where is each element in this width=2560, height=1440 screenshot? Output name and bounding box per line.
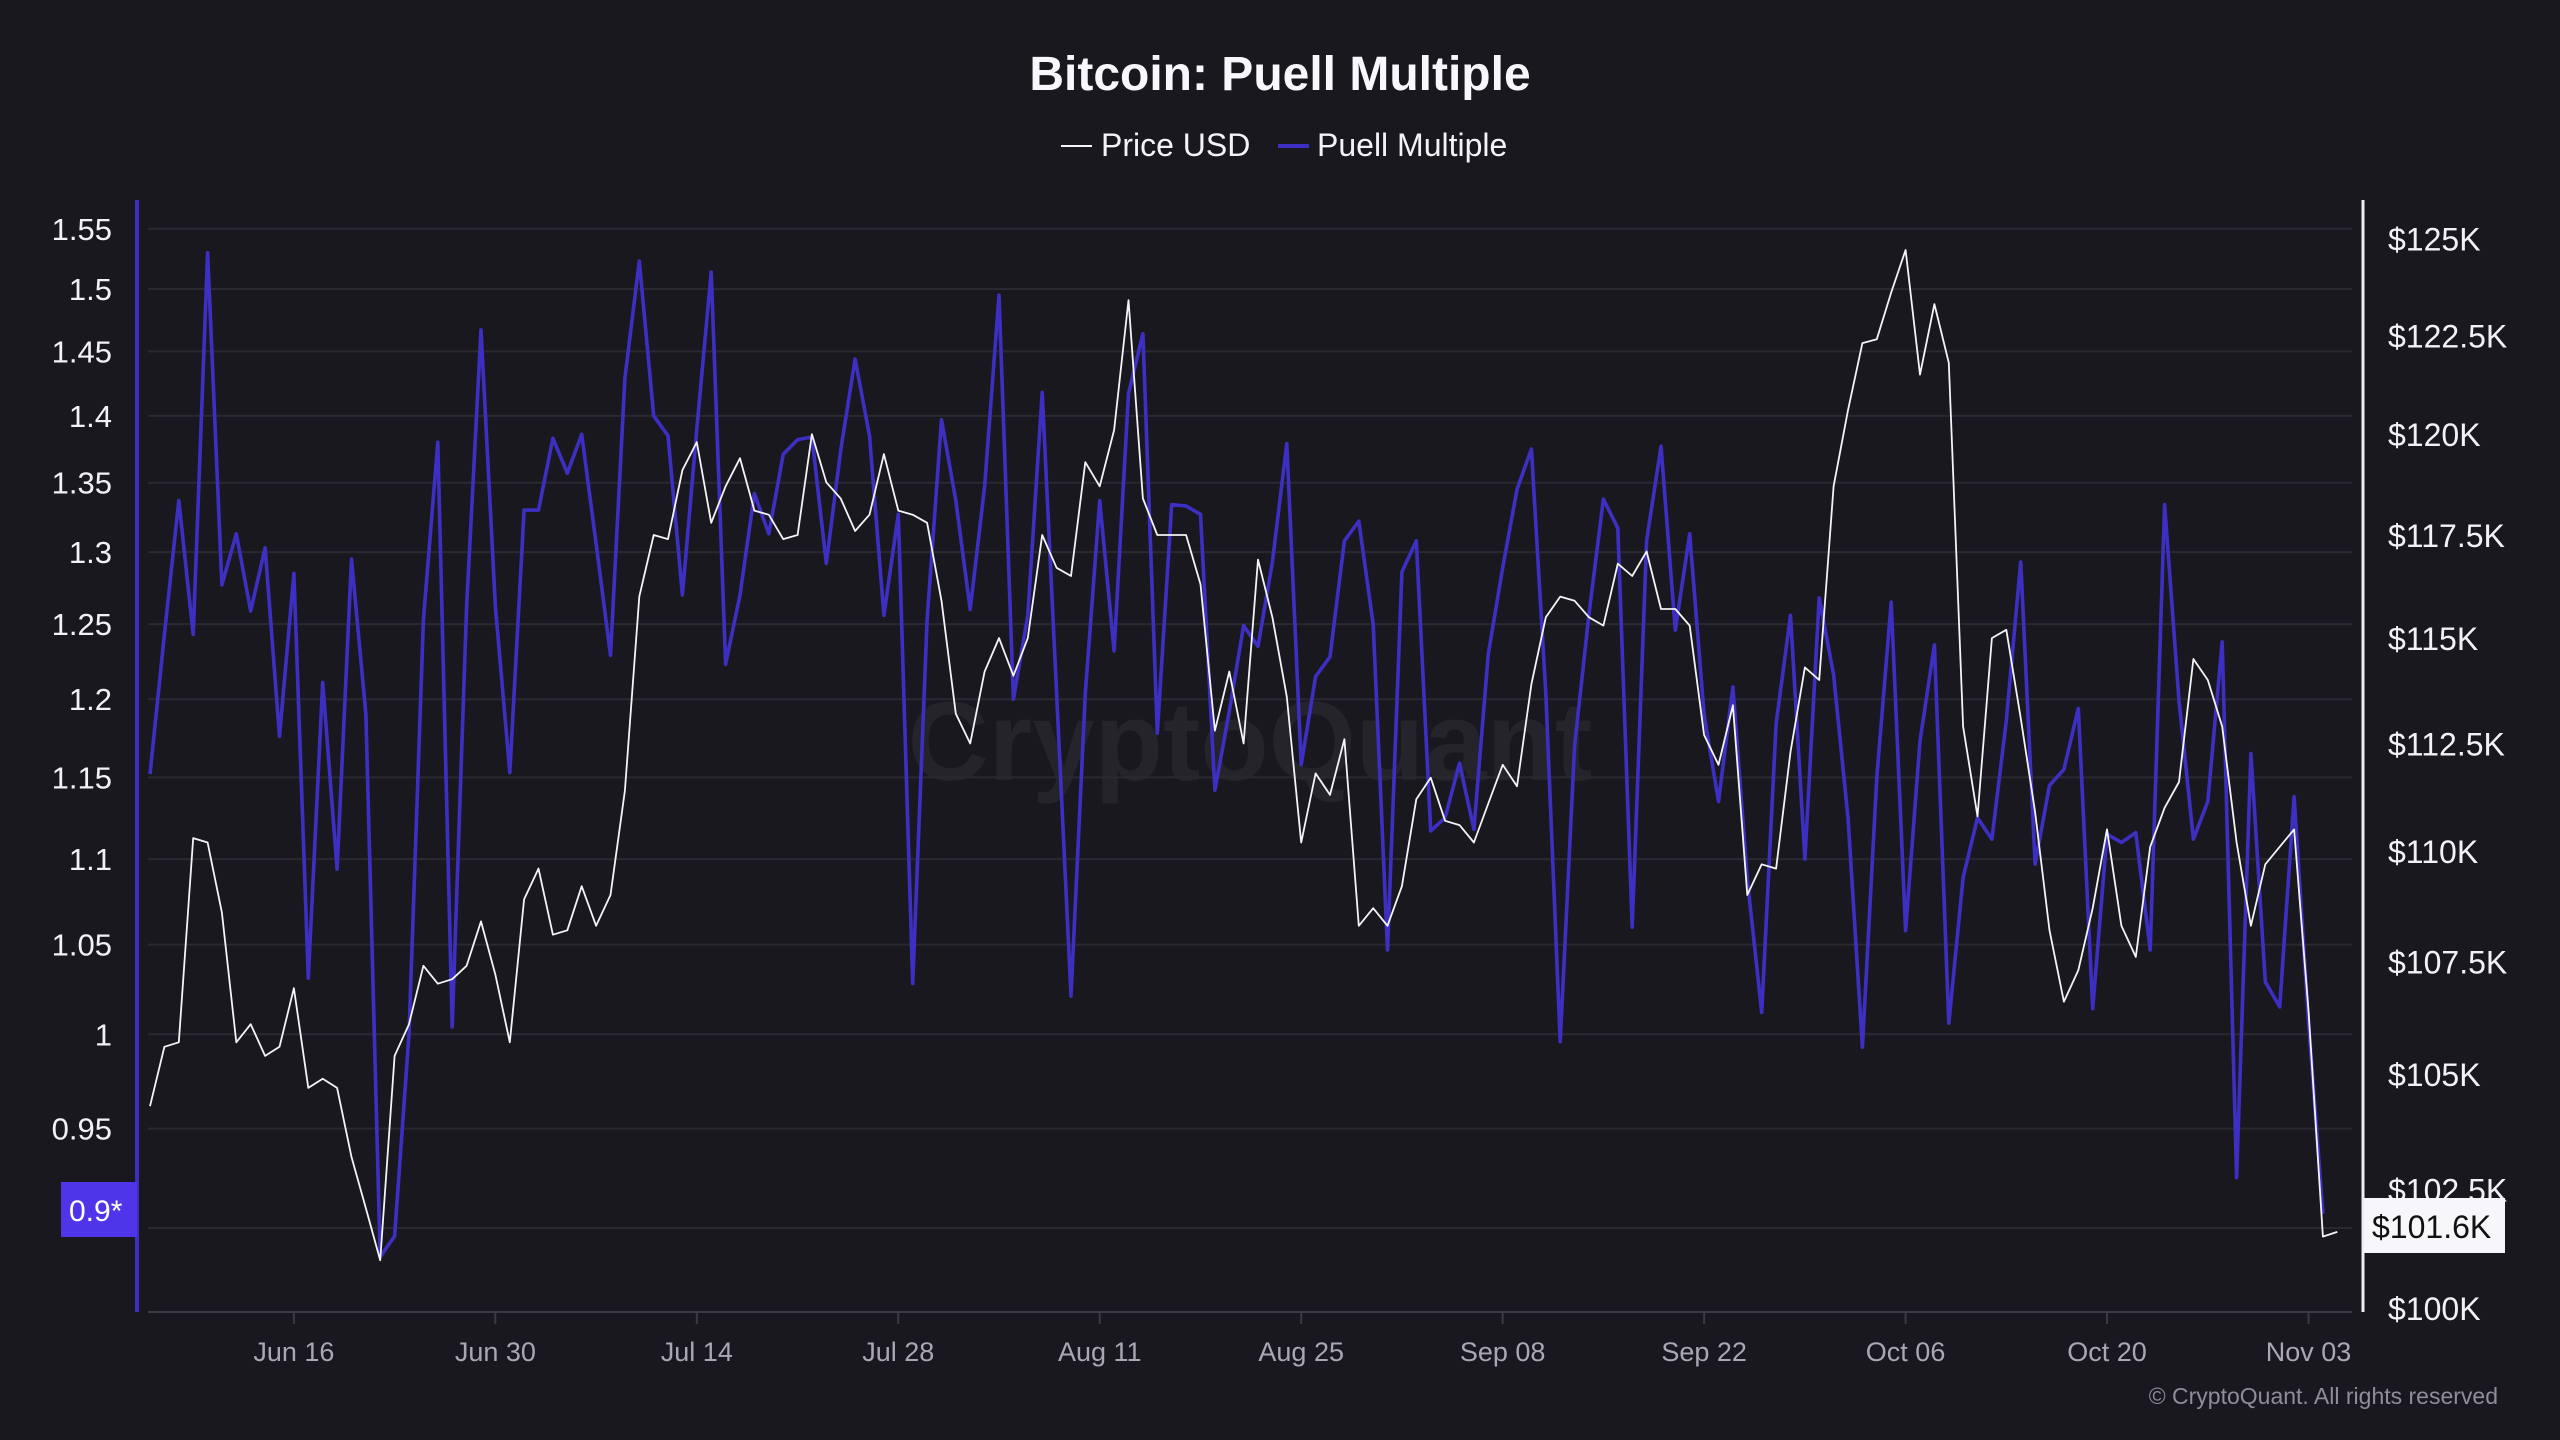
left-tick-label: 1.25: [52, 607, 112, 642]
legend-item-price[interactable]: Price USD: [1061, 127, 1250, 163]
left-tick-label: 1.05: [52, 928, 112, 963]
x-tick-label: Sep 08: [1460, 1337, 1546, 1367]
legend-label-price: Price USD: [1101, 127, 1250, 163]
left-tick-label: 0.95: [52, 1112, 112, 1147]
chart-title: Bitcoin: Puell Multiple: [1029, 48, 1530, 101]
x-tick-label: Nov 03: [2266, 1337, 2352, 1367]
left-tick-label: 1.15: [52, 760, 112, 795]
left-tick-label: 1: [95, 1017, 112, 1052]
series-price-usd: [149, 249, 2338, 1262]
right-tick-label: $100K: [2388, 1291, 2481, 1327]
x-tick-label: Oct 20: [2067, 1337, 2147, 1367]
legend-label-puell: Puell Multiple: [1317, 127, 1507, 163]
x-tick-label: Aug 25: [1258, 1337, 1344, 1367]
right-last-value-text: $101.6K: [2372, 1209, 2491, 1245]
right-tick-label: $117.5K: [2388, 518, 2505, 554]
legend-item-puell[interactable]: Puell Multiple: [1278, 127, 1507, 163]
right-tick-label: $112.5K: [2388, 726, 2505, 762]
right-tick-label: $105K: [2388, 1057, 2481, 1093]
left-tick-label: 1.4: [69, 399, 112, 434]
left-tick-label: 1.35: [52, 466, 112, 501]
left-last-value-label: 0.9*: [61, 1182, 137, 1237]
right-tick-label: $110K: [2388, 834, 2478, 870]
x-tick-label: Oct 06: [1866, 1337, 1946, 1367]
left-tick-label: 1.1: [69, 842, 112, 877]
x-tick-label: Aug 11: [1058, 1337, 1142, 1367]
copyright: © CryptoQuant. All rights reserved: [2149, 1383, 2498, 1409]
left-tick-label: 1.55: [52, 212, 112, 247]
left-axis-ticks: 1.55 1.5 1.45 1.4 1.35 1.3 1.25 1.2 1.15 1.1 1.05 1…: [52, 212, 112, 1147]
gridlines: [148, 227, 2352, 1229]
left-tick-label: 1.3: [69, 535, 112, 570]
left-tick-label: 1.2: [69, 682, 112, 717]
left-tick-label: 1.45: [52, 334, 112, 369]
right-tick-label: $120K: [2388, 417, 2481, 453]
right-axis-ticks: $125K $122.5K $120K $117.5K $115K $112.5K $110…: [2388, 221, 2507, 1327]
x-tick-label: Sep 22: [1661, 1337, 1747, 1367]
right-tick-label: $122.5K: [2388, 318, 2507, 354]
legend: Price USD Puell Multiple: [1061, 127, 1507, 163]
left-last-value-bg: [61, 1182, 137, 1237]
left-last-value-text: 0.9*: [69, 1195, 123, 1228]
x-tick-label: Jun 30: [455, 1337, 536, 1367]
right-last-value-bg: [2364, 1198, 2505, 1253]
x-tick-label: Jun 16: [253, 1337, 334, 1367]
left-tick-label: 1.5: [69, 272, 112, 307]
watermark: CryptoQuant: [908, 679, 1592, 804]
right-tick-label: $107.5K: [2388, 944, 2507, 980]
series-puell-multiple: [148, 250, 2325, 1259]
x-axis-ticks: Jun 16 Jun 30 Jul 14 Jul 28 Aug 11 Aug 25 Sep …: [253, 1312, 2351, 1367]
x-tick-label: Jul 28: [862, 1337, 934, 1367]
right-tick-label: $115K: [2388, 621, 2478, 657]
right-last-value-label: $101.6K: [2364, 1198, 2505, 1253]
x-tick-label: Jul 14: [661, 1337, 733, 1367]
right-tick-label: $125K: [2388, 221, 2481, 257]
